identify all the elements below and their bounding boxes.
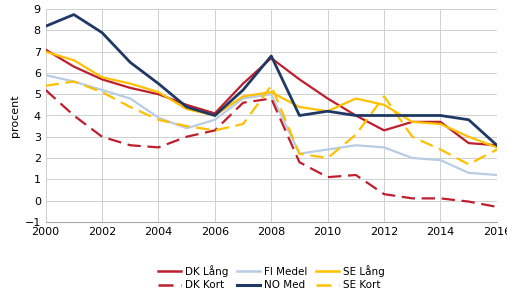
Legend: DK Lång, DK Kort, FI Medel, NO Med, SE Lång, SE Kort: DK Lång, DK Kort, FI Medel, NO Med, SE L… xyxy=(158,265,384,290)
Y-axis label: procent: procent xyxy=(10,94,20,137)
